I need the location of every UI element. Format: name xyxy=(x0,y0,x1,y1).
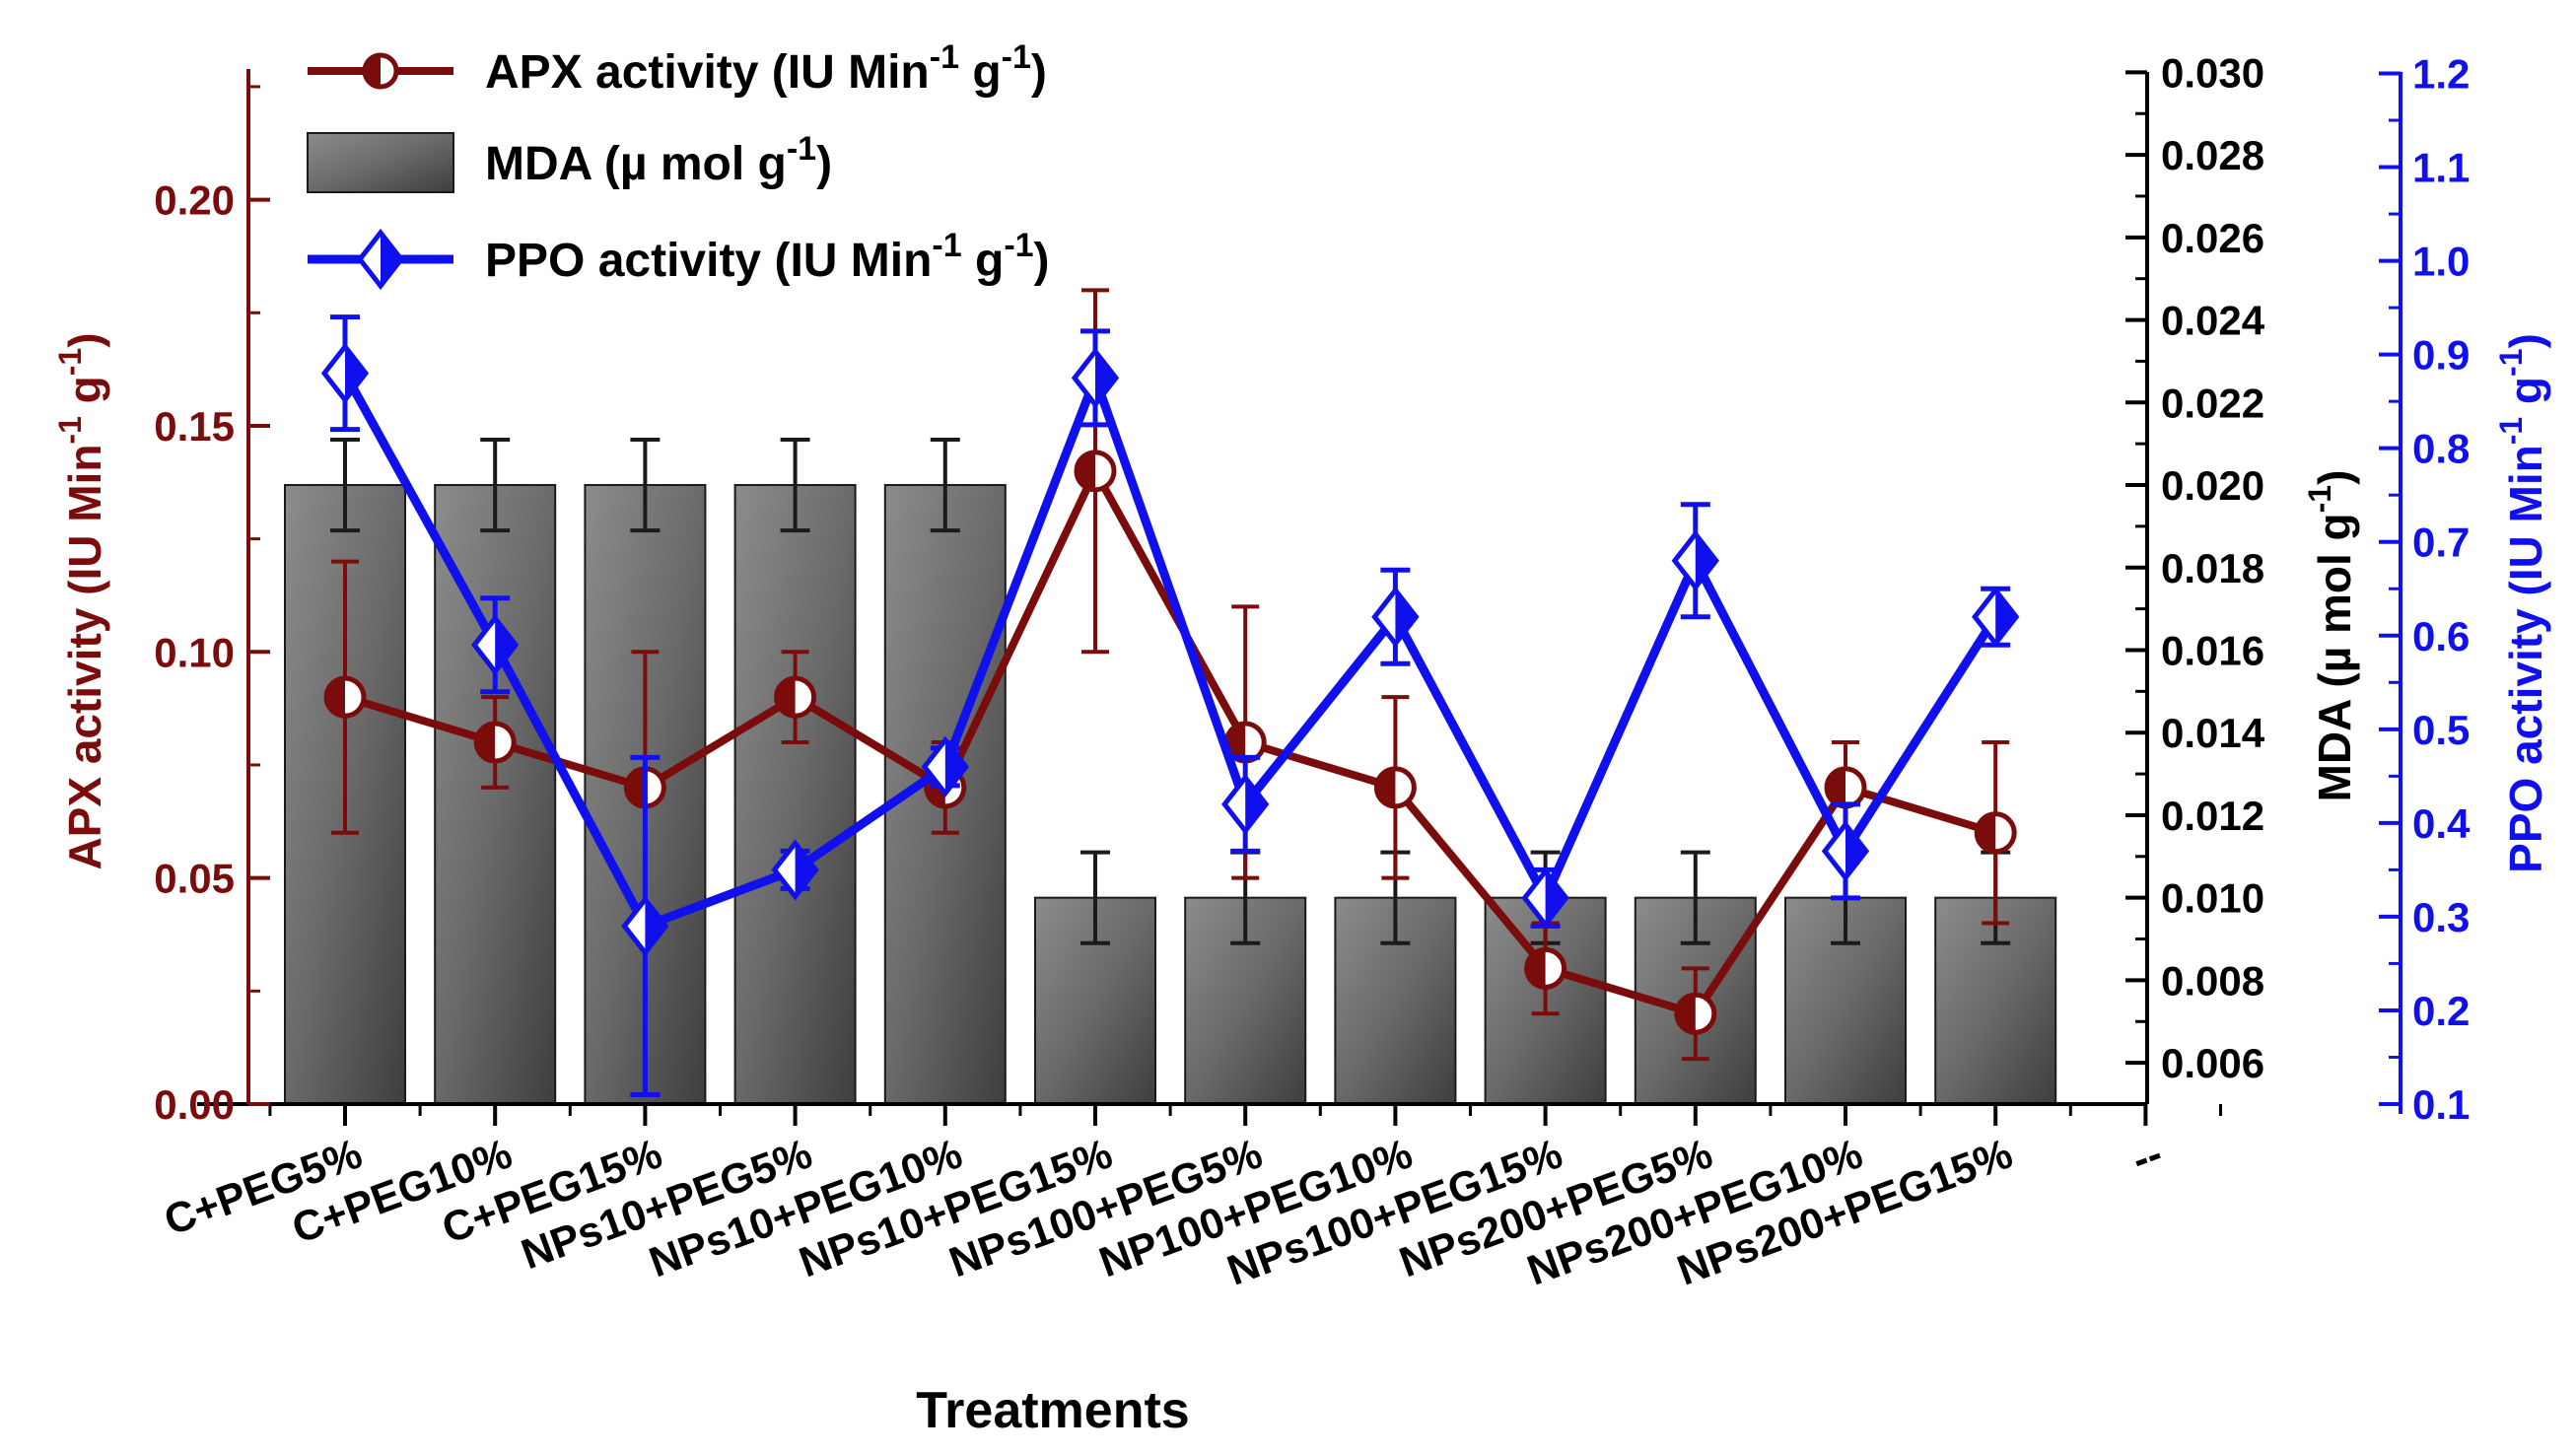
mda-tick-label: 0.012 xyxy=(2161,793,2264,839)
mda-axis-title: MDA (µ mol g-1) xyxy=(2302,470,2360,802)
ppo-point-fill xyxy=(1545,870,1566,925)
ppo-line xyxy=(341,371,1999,931)
mda-tick-label: 0.018 xyxy=(2161,545,2264,591)
mda-tick-label: 0.006 xyxy=(2161,1040,2264,1086)
apx-tick-label: 0.05 xyxy=(154,856,235,902)
x-axis-title: Treatments xyxy=(916,1382,1189,1439)
ppo-tick-label: 1.0 xyxy=(2412,239,2470,285)
ppo-tick-label: 0.1 xyxy=(2412,1081,2470,1128)
mda-tick-label: 0.022 xyxy=(2161,380,2264,426)
ppo-axis-title: PPO activity (IU Min-1 g-1) xyxy=(2493,333,2551,873)
ppo-point-fill xyxy=(1395,589,1417,644)
ppo-tick-label: 0.5 xyxy=(2412,707,2470,753)
mda-tick-label: 0.020 xyxy=(2161,462,2264,509)
apx-point-fill xyxy=(1827,768,1845,806)
axes: C+PEG5%C+PEG10%C+PEG15%NPs10+PEG5%NPs10+… xyxy=(154,49,2471,1294)
apx-tick-label: 0.20 xyxy=(154,177,235,224)
ppo-point-fill xyxy=(1845,824,1866,878)
apx-point-fill xyxy=(1526,949,1546,988)
apx-tick-label: 0.15 xyxy=(154,403,235,450)
legend-apx-marker-fill xyxy=(365,55,381,87)
apx-point-fill xyxy=(1077,451,1095,490)
apx-point-fill xyxy=(326,678,345,717)
legend-ppo-marker-fill xyxy=(381,233,401,286)
apx-point-fill xyxy=(1676,995,1696,1033)
apx-tick-label: 0.10 xyxy=(154,629,235,675)
mda-tick-label: 0.016 xyxy=(2161,627,2264,673)
mda-tick-label: 0.030 xyxy=(2161,49,2264,96)
ppo-tick-label: 0.7 xyxy=(2412,520,2470,566)
mda-tick-label: 0.028 xyxy=(2161,132,2264,178)
ppo-point-fill xyxy=(1695,533,1716,588)
ppo-point-fill xyxy=(495,618,517,672)
apx-axis-title: APX activity (IU Min-1 g-1) xyxy=(52,332,110,869)
legend: APX activity (IU Min-1 g-1) MDA (µ mol g-… xyxy=(307,38,1050,291)
ppo-point-fill xyxy=(345,346,366,400)
apx-tick-label: 0.00 xyxy=(154,1081,235,1128)
legend-label: PPO activity (IU Min-1 g-1) xyxy=(485,227,1050,287)
mda-bars xyxy=(284,437,2057,1106)
ppo-tick-label: 0.8 xyxy=(2412,426,2470,472)
mda-tick-label: 0.026 xyxy=(2161,215,2264,261)
axis-titles: Treatments APX activity (IU Min-1 g-1) MDA… xyxy=(52,332,2551,1439)
mda-tick-label: 0.010 xyxy=(2161,875,2264,922)
legend-label: APX activity (IU Min-1 g-1) xyxy=(485,38,1047,99)
ppo-tick-label: 0.4 xyxy=(2412,800,2471,847)
legend-mda-swatch xyxy=(307,132,454,193)
mda-tick-label: 0.024 xyxy=(2161,298,2265,344)
apx-point-fill xyxy=(1376,768,1396,806)
ppo-tick-label: 1.2 xyxy=(2412,51,2470,98)
ppo-point-fill xyxy=(1095,351,1116,405)
ppo-tick-label: 0.2 xyxy=(2412,988,2470,1034)
apx-series xyxy=(323,288,2017,1062)
ppo-tick-label: 0.3 xyxy=(2412,894,2470,940)
ppo-series xyxy=(320,314,2020,1097)
apx-point-fill xyxy=(626,768,646,806)
ppo-point-fill xyxy=(1245,777,1267,831)
ppo-tick-label: 0.6 xyxy=(2412,613,2470,659)
x-tick-label: -- xyxy=(2125,1130,2168,1184)
ppo-tick-label: 1.1 xyxy=(2412,145,2470,191)
mda-tick-label: 0.008 xyxy=(2161,957,2264,1004)
apx-point-fill xyxy=(476,724,496,762)
ppo-point-fill xyxy=(795,843,816,897)
mda-bar xyxy=(733,484,857,1105)
apx-point-fill xyxy=(776,678,796,717)
ppo-point-fill xyxy=(645,899,666,953)
apx-line xyxy=(343,466,1997,1018)
ppo-point-fill xyxy=(944,739,966,794)
mda-tick-label: 0.014 xyxy=(2161,710,2265,756)
ppo-point-fill xyxy=(1995,589,2017,644)
legend-label: MDA (µ mol g-1) xyxy=(485,130,832,190)
ppo-tick-label: 0.9 xyxy=(2412,332,2470,379)
apx-point-fill xyxy=(1977,813,1996,852)
